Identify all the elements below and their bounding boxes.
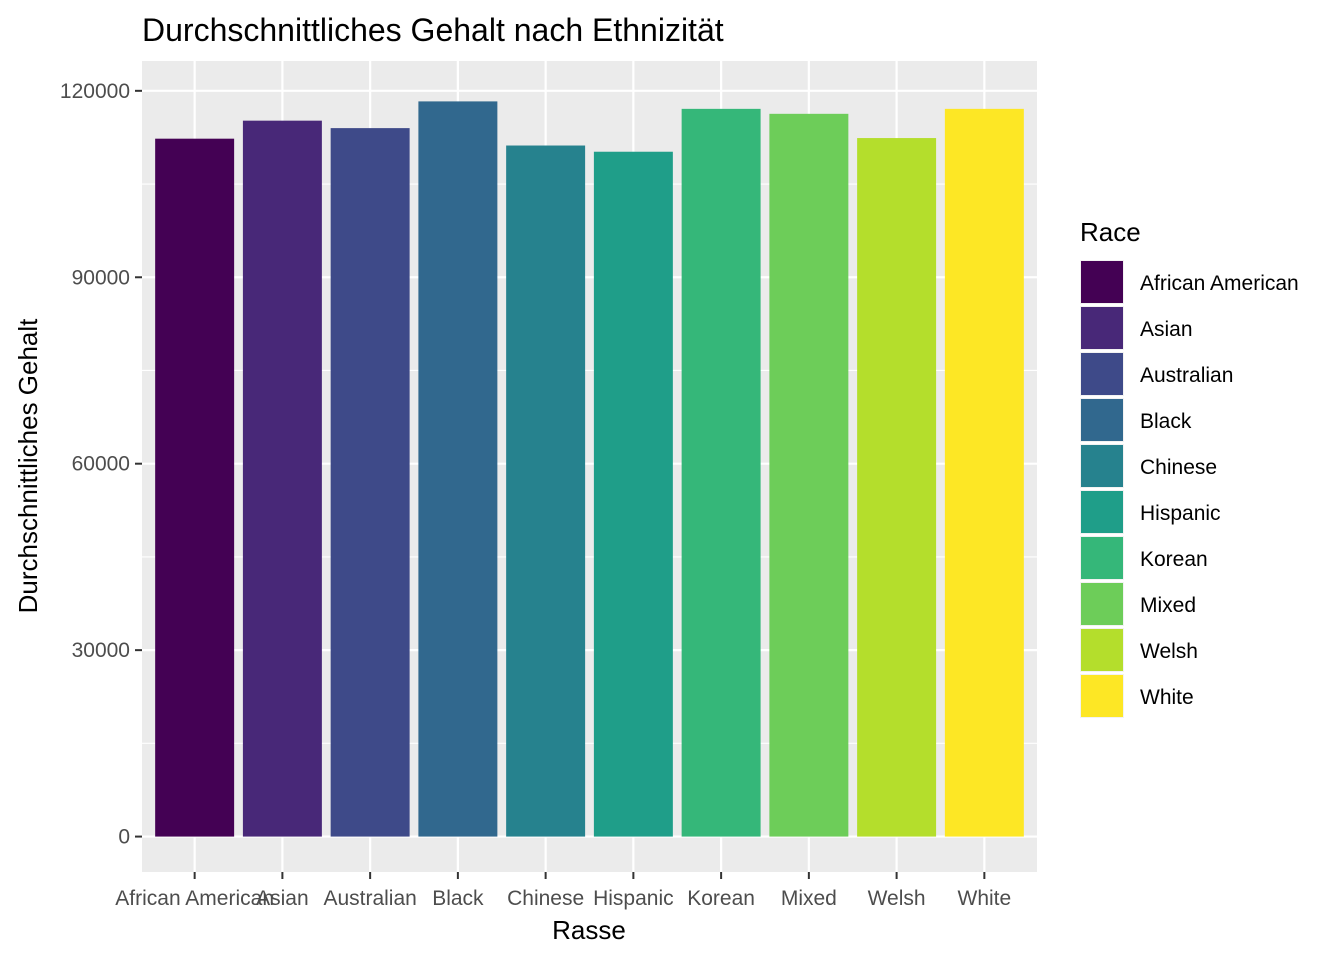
legend-title: Race [1080,217,1141,247]
chart-title: Durchschnittliches Gehalt nach Ethnizitä… [142,12,724,48]
legend-swatch [1081,537,1123,579]
legend-label: Asian [1140,318,1193,341]
y-tick-label: 120000 [60,80,130,103]
legend-label: Chinese [1140,456,1217,479]
x-tick-label: African American [115,887,274,910]
x-tick-label: Black [432,887,484,910]
x-tick-label: Hispanic [593,887,674,910]
bar-hispanic [593,151,673,837]
legend-label: Korean [1140,548,1208,571]
y-tick-label: 30000 [72,639,130,662]
y-tick-label: 0 [118,826,130,849]
legend-swatch [1081,353,1123,395]
legend-swatch [1081,445,1123,487]
y-tick-label: 60000 [72,453,130,476]
legend-label: Hispanic [1140,502,1221,525]
legend: Race African American Asian Australian Blac… [1080,217,1299,718]
x-tick-label: Asian [256,887,309,910]
bar-asian [242,120,322,837]
legend-swatch [1081,583,1123,625]
bar-korean [681,108,761,837]
legend-swatch [1081,307,1123,349]
bar-black [418,101,498,837]
bar-chinese [506,145,586,837]
y-axis-title: Durchschnittliches Gehalt [13,318,43,614]
x-tick-label: Chinese [507,887,584,910]
bar-mixed [769,113,849,837]
y-tick-label: 90000 [72,266,130,289]
y-axis: 0 30000 60000 90000 120000 [60,80,142,849]
x-tick-label: Korean [687,887,755,910]
legend-label: White [1140,686,1194,709]
legend-swatch [1081,629,1123,671]
legend-swatch [1081,675,1123,717]
legend-swatch [1081,399,1123,441]
x-tick-label: White [958,887,1012,910]
legend-label: Black [1140,410,1192,433]
bar-welsh [857,138,937,837]
x-axis-title: Rasse [552,915,626,945]
legend-label: Mixed [1140,594,1196,617]
x-tick-label: Mixed [781,887,837,910]
legend-label: Welsh [1140,640,1198,663]
bar-african-american [155,138,235,837]
x-tick-label: Welsh [868,887,926,910]
bar-australian [330,128,410,837]
x-tick-label: Australian [323,887,416,910]
legend-label: African American [1140,272,1299,295]
legend-swatch [1081,261,1123,303]
bars [155,101,1024,837]
bar-white [944,108,1024,837]
legend-swatch [1081,491,1123,533]
legend-label: Australian [1140,364,1233,387]
